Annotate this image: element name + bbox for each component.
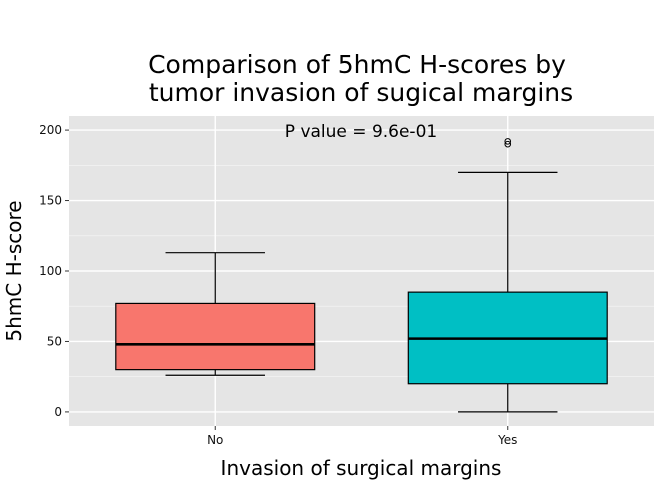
box-yes: [407, 138, 608, 413]
box-body: [115, 302, 316, 371]
boxes: [115, 138, 608, 413]
outlier-point: [504, 138, 512, 145]
x-tick-label: No: [207, 433, 223, 447]
box-no: [115, 252, 316, 376]
y-tick-label: 200: [39, 123, 62, 137]
y-tick-label: 150: [39, 194, 62, 208]
chart-title-line-1: Comparison of 5hmC H-scores by: [148, 50, 566, 79]
y-tick-label: 50: [47, 334, 62, 348]
y-axis: 0 50 100 150 200: [39, 123, 69, 419]
p-value-annotation: P value = 9.6e-01: [285, 122, 437, 142]
x-tick-label: Yes: [497, 433, 517, 447]
chart-title-line-2: tumor invasion of sugical margins: [149, 78, 573, 107]
y-axis-title: 5hmC H-score: [2, 200, 26, 341]
chart-title: Comparison of 5hmC H-scores by tumor inv…: [148, 50, 573, 107]
x-axis-title: Invasion of surgical margins: [221, 456, 502, 480]
y-tick-label: 0: [54, 405, 62, 419]
y-tick-label: 100: [39, 264, 62, 278]
x-axis: No Yes: [207, 426, 517, 447]
outlier-point: [504, 140, 512, 148]
